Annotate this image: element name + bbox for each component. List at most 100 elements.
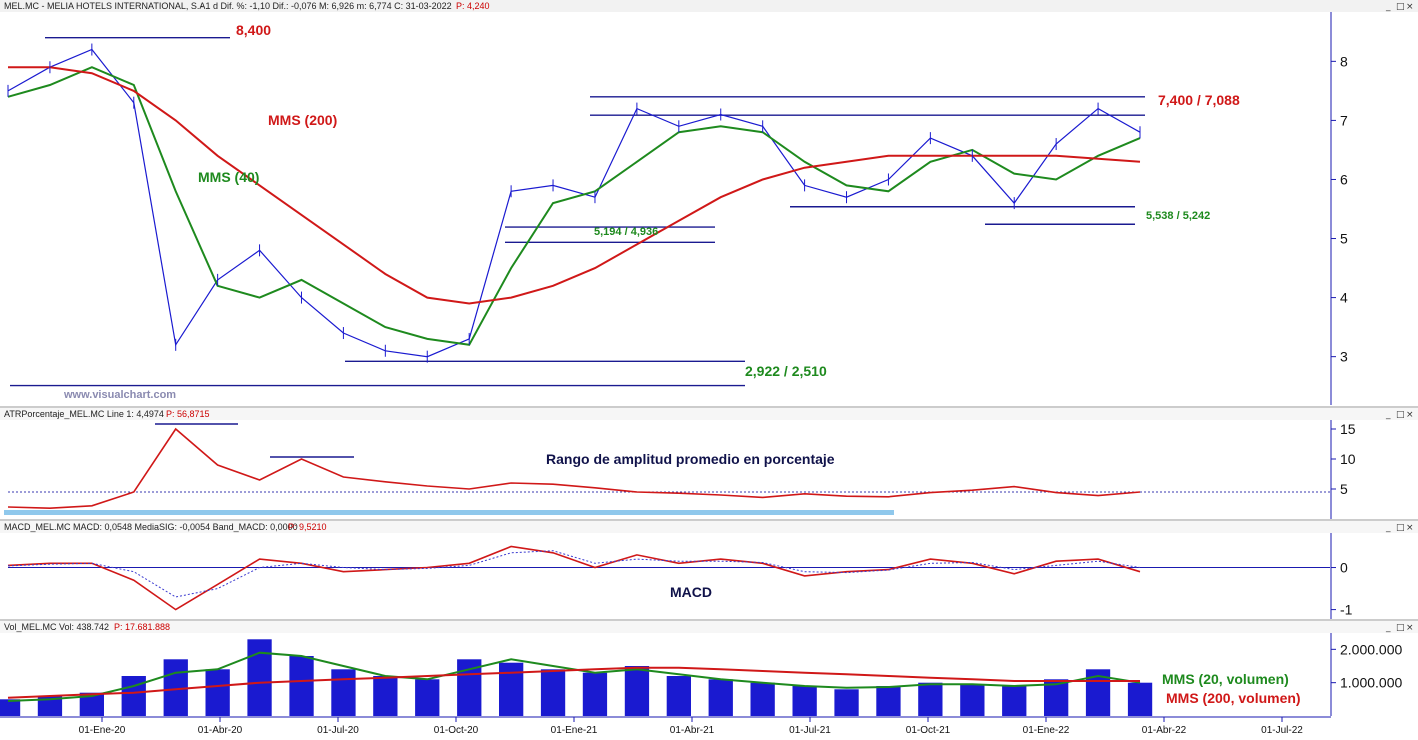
atr-header: ATRPorcentaje_MEL.MC Line 1: 4,4974 bbox=[4, 409, 164, 419]
volume-bar bbox=[37, 696, 63, 716]
annotation-support-mid: 5,194 / 4,936 bbox=[594, 226, 658, 238]
maximize-icon[interactable]: □ bbox=[1396, 2, 1405, 12]
y-tick-label: 1.000.000 bbox=[1340, 675, 1402, 691]
macd-maximize-icon[interactable]: □ bbox=[1396, 523, 1405, 533]
y-tick-label: 8 bbox=[1340, 53, 1348, 69]
volume-bar bbox=[0, 699, 21, 716]
volume-bar bbox=[960, 684, 985, 716]
volume-bar bbox=[205, 669, 230, 716]
x-tick-label: 01-Ene-20 bbox=[79, 725, 126, 736]
vol-y-ticks: 1.000.000 2.000.000 bbox=[1331, 641, 1402, 691]
symbol-title: MEL.MC - MELIA HOTELS INTERNATIONAL, S.A… bbox=[4, 1, 208, 11]
price-y-ticks: 3 4 5 6 7 8 bbox=[1331, 53, 1348, 365]
x-tick-label: 01-Jul-22 bbox=[1261, 725, 1303, 736]
price-stats: - 1 d Dif. %: -1,10 Dif.: -0,076 M: 6,92… bbox=[200, 1, 452, 11]
atr-band bbox=[4, 510, 894, 515]
volume-bar bbox=[1127, 682, 1153, 716]
price-last: P: 4,240 bbox=[456, 1, 490, 11]
volume-bar bbox=[121, 676, 146, 716]
vol-close-icon[interactable]: × bbox=[1406, 623, 1414, 633]
annotation-support-low: 2,922 / 2,510 bbox=[745, 363, 827, 379]
macd-line bbox=[7, 545, 1141, 611]
volume-bar bbox=[499, 662, 524, 716]
x-tick-label: 01-Jul-20 bbox=[317, 725, 359, 736]
macd-title: MACD bbox=[670, 584, 712, 600]
volume-bar bbox=[750, 682, 775, 716]
close-icon[interactable]: × bbox=[1406, 2, 1414, 12]
x-tick-label: 01-Ene-21 bbox=[551, 725, 598, 736]
volume-bar bbox=[624, 666, 650, 716]
x-tick-label: 01-Abr-22 bbox=[1142, 725, 1187, 736]
watermark: www.visualchart.com bbox=[63, 389, 176, 401]
atr-maximize-icon[interactable]: □ bbox=[1396, 410, 1405, 420]
volume-bar bbox=[289, 656, 314, 716]
price-series-line bbox=[8, 66, 1141, 305]
y-tick-label: 4 bbox=[1340, 290, 1348, 306]
y-tick-label: -1 bbox=[1340, 602, 1353, 618]
price-level-lines bbox=[10, 37, 1145, 387]
x-tick-label: 01-Oct-20 bbox=[434, 725, 479, 736]
atr-close-icon[interactable]: × bbox=[1406, 410, 1414, 420]
vol-panel-header bbox=[0, 621, 1418, 633]
volume-bar bbox=[834, 689, 859, 716]
atr-window-controls[interactable]: _ □ × bbox=[1385, 410, 1414, 420]
vol-minimize-icon[interactable]: _ bbox=[1385, 623, 1391, 633]
vol-legend-mms20: MMS (20, volumen) bbox=[1162, 671, 1289, 687]
y-tick-label: 7 bbox=[1340, 112, 1348, 128]
annotation-high: 8,400 bbox=[236, 22, 271, 38]
y-tick-label: 10 bbox=[1340, 451, 1356, 467]
volume-bar bbox=[666, 676, 691, 716]
volume-mms200-line bbox=[7, 666, 1140, 699]
volume-bar bbox=[918, 682, 943, 716]
atr-y-ticks: 5 10 15 bbox=[1331, 421, 1356, 497]
macd-panel-header bbox=[0, 521, 1418, 533]
y-tick-label: 6 bbox=[1340, 171, 1348, 187]
volume-bar bbox=[331, 669, 356, 716]
price-series bbox=[7, 43, 1141, 363]
price-window-controls[interactable]: _ □ × bbox=[1385, 2, 1414, 12]
volume-bar bbox=[415, 679, 440, 716]
annotation-support-right: 5,538 / 5,242 bbox=[1146, 210, 1210, 222]
volume-bar bbox=[876, 686, 901, 716]
volume-bar bbox=[79, 692, 104, 716]
vol-maximize-icon[interactable]: □ bbox=[1396, 623, 1405, 633]
vol-series bbox=[0, 639, 1153, 716]
price-panel-header bbox=[0, 0, 1418, 12]
vol-header-value: P: 17.681.888 bbox=[114, 622, 170, 632]
macd-header-value: P: 9,5210 bbox=[288, 522, 327, 532]
volume-bar bbox=[163, 659, 188, 716]
y-tick-label: 2.000.000 bbox=[1340, 641, 1402, 657]
y-tick-label: 5 bbox=[1340, 481, 1348, 497]
volume-bar bbox=[540, 669, 566, 716]
vol-header: Vol_MEL.MC Vol: 438.742 bbox=[4, 622, 109, 632]
atr-minimize-icon[interactable]: _ bbox=[1385, 410, 1391, 420]
label-mms200: MMS (200) bbox=[268, 112, 337, 128]
volume-bar bbox=[708, 679, 733, 716]
volume-bar bbox=[373, 676, 398, 716]
volume-bar bbox=[792, 686, 817, 716]
volume-bar bbox=[247, 639, 272, 716]
y-tick-label: 0 bbox=[1340, 560, 1348, 576]
atr-title: Rango de amplitud promedio en porcentaje bbox=[546, 451, 835, 467]
atr-panel-header bbox=[0, 408, 1418, 420]
macd-minimize-icon[interactable]: _ bbox=[1385, 523, 1391, 533]
y-tick-label: 3 bbox=[1340, 349, 1348, 365]
volume-bar bbox=[582, 672, 608, 716]
y-tick-label: 15 bbox=[1340, 421, 1356, 437]
price-series-line bbox=[7, 48, 1141, 358]
y-tick-label: 5 bbox=[1340, 231, 1348, 247]
x-tick-label: 01-Ene-22 bbox=[1023, 725, 1070, 736]
x-tick-label: 01-Jul-21 bbox=[789, 725, 831, 736]
annotation-resistance: 7,400 / 7,088 bbox=[1158, 92, 1240, 108]
atr-header-value: P: 56,8715 bbox=[166, 409, 210, 419]
macd-window-controls[interactable]: _ □ × bbox=[1385, 523, 1414, 533]
vol-window-controls[interactable]: _ □ × bbox=[1385, 623, 1414, 633]
macd-y-ticks: 0 -1 bbox=[1331, 560, 1353, 618]
x-axis-ticks: 01-Ene-20 01-Abr-20 01-Jul-20 01-Oct-20 01-E… bbox=[79, 717, 1303, 736]
minimize-icon[interactable]: _ bbox=[1385, 2, 1391, 12]
vol-legend-mms200: MMS (200, volumen) bbox=[1166, 690, 1301, 706]
macd-close-icon[interactable]: × bbox=[1406, 523, 1414, 533]
x-tick-label: 01-Oct-21 bbox=[906, 725, 951, 736]
